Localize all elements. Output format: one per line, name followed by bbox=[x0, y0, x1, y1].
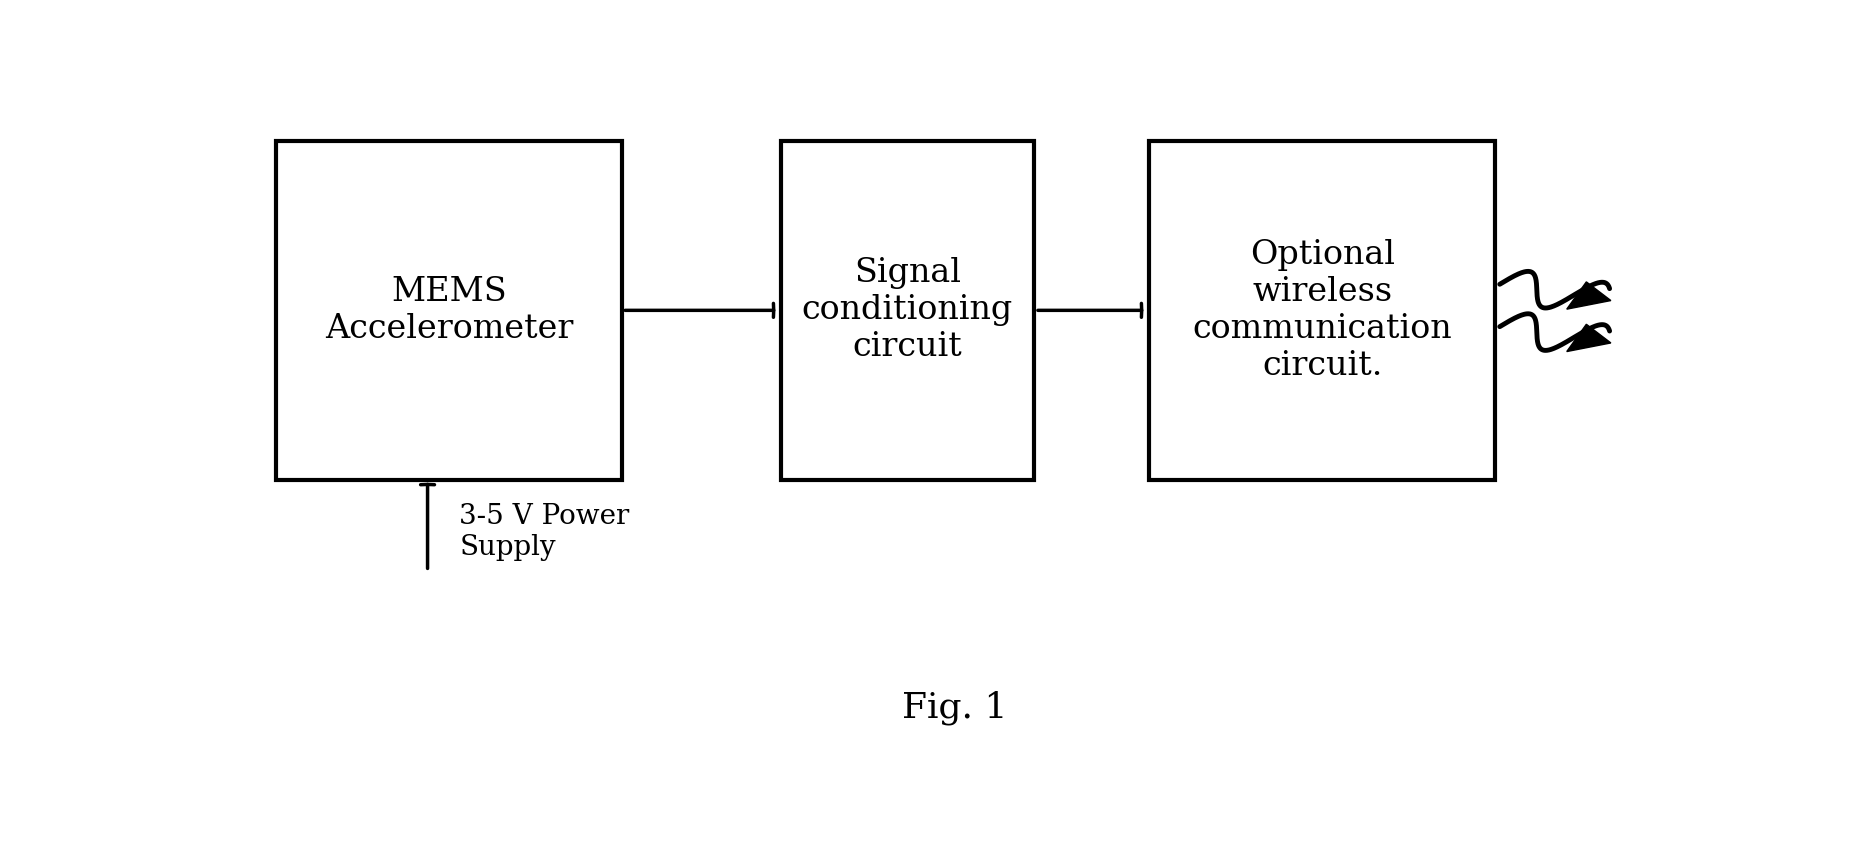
Polygon shape bbox=[1566, 324, 1611, 352]
Polygon shape bbox=[1566, 282, 1611, 309]
Text: Fig. 1: Fig. 1 bbox=[901, 691, 1007, 725]
Bar bbox=[1149, 141, 1495, 480]
Text: 3-5 V Power
Supply: 3-5 V Power Supply bbox=[460, 503, 629, 562]
Text: Optional
wireless
communication
circuit.: Optional wireless communication circuit. bbox=[1192, 239, 1452, 382]
Bar bbox=[782, 141, 1033, 480]
Text: MEMS
Accelerometer: MEMS Accelerometer bbox=[326, 276, 573, 345]
Text: Signal
conditioning
circuit: Signal conditioning circuit bbox=[803, 257, 1013, 363]
Bar bbox=[276, 141, 622, 480]
